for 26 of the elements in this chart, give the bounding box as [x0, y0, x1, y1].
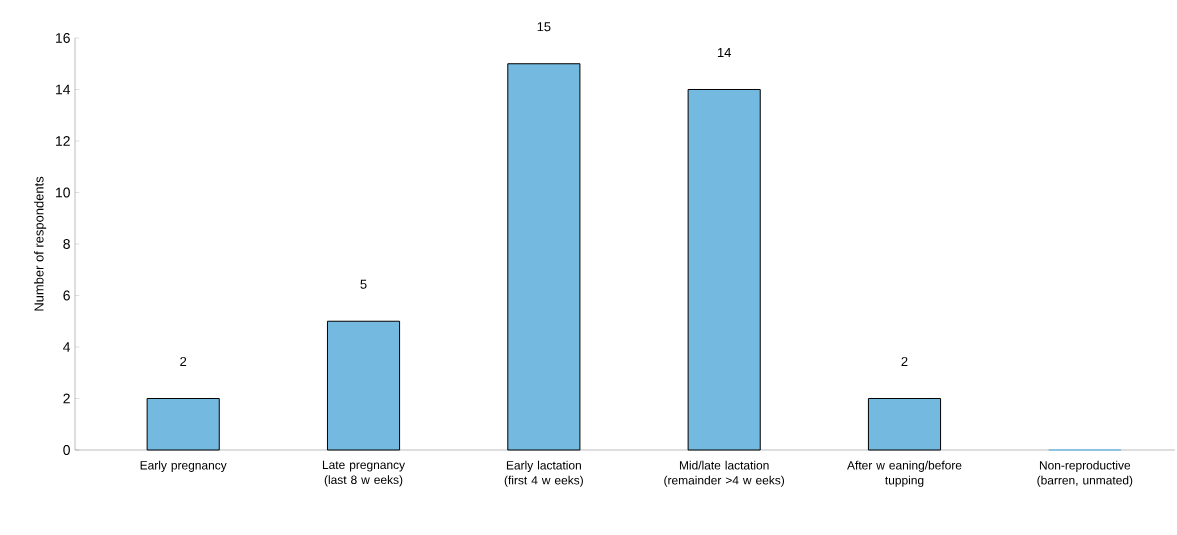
- bar: [507, 63, 581, 451]
- y-axis-title: Number of respondents: [34, 176, 47, 311]
- y-tick-label: 2: [63, 393, 70, 404]
- data-label: 15: [537, 22, 551, 32]
- y-tick-label: 14: [56, 84, 71, 95]
- y-tick-label: 6: [63, 290, 70, 301]
- bar: [867, 398, 942, 451]
- data-label: 2: [180, 356, 187, 366]
- data-label: 14: [717, 48, 731, 57]
- y-tick-label: 8: [63, 239, 70, 249]
- data-label: 2: [901, 356, 908, 366]
- bar: [687, 89, 761, 451]
- x-tick-label: Early lactation (first 4 w eeks): [504, 460, 583, 487]
- y-tick-label: 10: [56, 187, 70, 198]
- x-tick-label: Non-reproductive (barren, unmated): [1037, 460, 1133, 487]
- bar: [146, 398, 220, 451]
- y-tick-label: 4: [63, 342, 71, 352]
- x-tick-label: Early pregnancy: [140, 460, 227, 472]
- x-tick-label: Mid/late lactation (remainder >4 w eeks): [664, 460, 785, 487]
- bar: [326, 320, 401, 451]
- data-label: 5: [360, 279, 367, 289]
- x-tick-label: Late pregnancy (last 8 w eeks): [322, 460, 406, 487]
- y-tick-label: 0: [63, 445, 70, 455]
- y-tick-label: 16: [56, 33, 70, 43]
- x-tick-label: After w eaning/before tupping: [847, 460, 962, 487]
- y-tick-label: 12: [56, 136, 70, 146]
